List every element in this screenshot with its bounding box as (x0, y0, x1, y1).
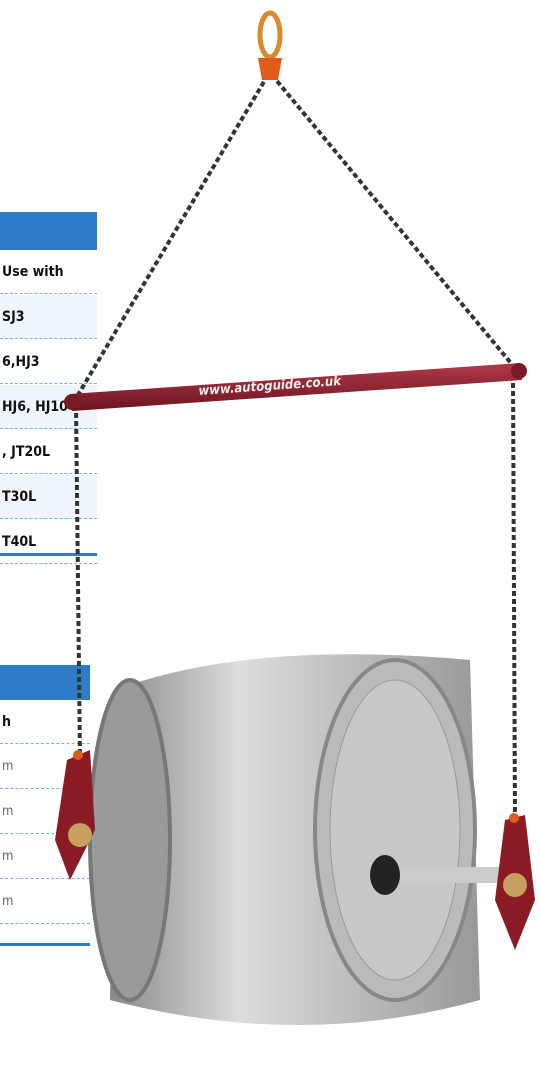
page: Use withSJ36,HJ3HJ6, HJ10, JT20LT30LT40L… (0, 0, 540, 1065)
product-photo: www.autoguide.co.uk (0, 0, 540, 1065)
